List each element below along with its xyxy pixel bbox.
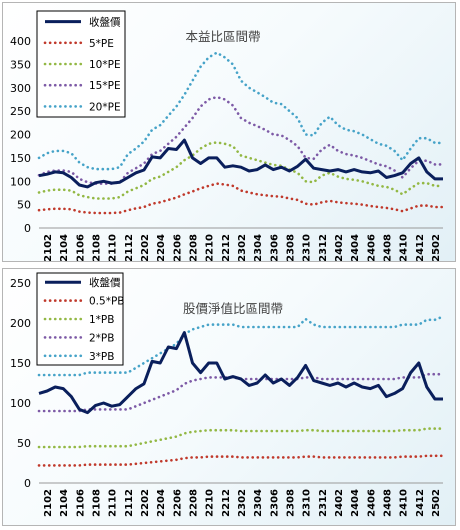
legend: 收盤價 5*PE 10*PE 15*PE 20*PE — [36, 10, 126, 118]
pb-band-chart: 0 50 100 150 200 250 2102 2104 2106 2108 2110 2112 2… — [10, 272, 445, 517]
x-tick-label: 2206 — [172, 234, 183, 261]
x-tick-label: 2312 — [318, 234, 329, 261]
x-tick-label: 2412 — [415, 489, 426, 517]
x-tick-label: 2410 — [399, 489, 410, 517]
x-tick-label: 2112 — [124, 489, 135, 517]
x-tick-label: 2412 — [415, 234, 426, 261]
x-tick-label: 2308 — [285, 234, 296, 261]
x-tick-label: 2402 — [334, 234, 345, 261]
legend-label: 1*PB — [89, 314, 114, 326]
x-tick-label: 2204 — [156, 234, 167, 261]
legend-label: 5*PE — [89, 38, 114, 50]
series-line-1 — [37, 182, 445, 215]
x-tick-label: 2406 — [366, 489, 377, 517]
y-tick-label: 250 — [10, 277, 31, 290]
y-tick-label: 50 — [17, 437, 31, 450]
y-tick-label: 350 — [10, 58, 31, 71]
series-line-2 — [37, 427, 445, 449]
series-line-4 — [37, 315, 445, 377]
series-line-0 — [38, 331, 443, 415]
legend-label: 收盤價 — [89, 16, 121, 29]
x-tick-label: 2210 — [205, 234, 216, 261]
x-tick-label: 2310 — [302, 234, 313, 261]
x-tick-label: 2104 — [59, 234, 70, 261]
pe-band-chart-panel: 0 50 100 150 200 250 300 350 400 2102 2104 2106 2108… — [2, 2, 456, 262]
x-tick-label: 2310 — [302, 489, 313, 517]
x-tick-label: 2112 — [124, 234, 135, 261]
x-tick-label: 2408 — [382, 489, 393, 517]
x-tick-label: 2102 — [43, 234, 54, 261]
y-tick-label: 0 — [24, 222, 31, 235]
series-line-4 — [37, 51, 445, 171]
x-tick-label: 2306 — [269, 234, 280, 261]
y-tick-label: 0 — [24, 477, 31, 490]
x-tick-label: 2402 — [334, 489, 345, 517]
series-line-0 — [38, 138, 443, 189]
x-tick-label: 2212 — [221, 234, 232, 261]
y-tick-label: 200 — [10, 317, 31, 330]
x-tick-label: 2212 — [221, 489, 232, 517]
x-tick-label: 2404 — [350, 489, 361, 517]
chart-title: 股價淨值比區間帶 — [183, 301, 283, 316]
series-line-2 — [37, 141, 445, 200]
x-tick-label: 2304 — [253, 489, 264, 517]
legend-label: 15*PE — [89, 80, 121, 92]
y-tick-label: 150 — [10, 152, 31, 165]
y-tick-label: 100 — [10, 397, 31, 410]
x-tick-label: 2110 — [108, 234, 119, 261]
x-tick-label: 2404 — [350, 234, 361, 261]
y-tick-label: 100 — [10, 175, 31, 188]
x-tick-label: 2202 — [140, 489, 151, 517]
legend-label: 2*PB — [89, 332, 114, 344]
x-tick-label: 2106 — [75, 489, 86, 517]
legend-label: 10*PE — [89, 59, 121, 71]
x-tick-label: 2410 — [399, 234, 410, 261]
y-tick-label: 250 — [10, 105, 31, 118]
x-tick-label: 2304 — [253, 234, 264, 261]
x-tick-label: 2208 — [189, 234, 200, 261]
chart-title: 本益比區間帶 — [185, 29, 260, 44]
y-tick-label: 200 — [10, 129, 31, 142]
x-tick-label: 2502 — [431, 234, 442, 261]
x-tick-label: 2308 — [285, 489, 296, 517]
x-tick-label: 2302 — [237, 489, 248, 517]
series-line-1 — [37, 454, 445, 467]
legend-label: 20*PE — [89, 101, 121, 113]
pe-band-chart: 0 50 100 150 200 250 300 350 400 2102 2104 2106 2108… — [10, 10, 445, 261]
x-tick-label: 2108 — [92, 489, 103, 517]
y-tick-label: 150 — [10, 357, 31, 370]
x-tick-label: 2312 — [318, 489, 329, 517]
x-tick-label: 2306 — [269, 489, 280, 517]
x-tick-label: 2108 — [92, 234, 103, 261]
x-tick-label: 2204 — [156, 489, 167, 517]
legend-label: 0.5*PB — [89, 296, 124, 308]
x-tick-label: 2104 — [59, 489, 70, 517]
x-tick-label: 2406 — [366, 234, 377, 261]
x-tick-label: 2110 — [108, 489, 119, 517]
x-tick-label: 2106 — [75, 234, 86, 261]
series-line-3 — [37, 95, 445, 185]
x-tick-label: 2202 — [140, 234, 151, 261]
x-tick-label: 2302 — [237, 234, 248, 261]
x-tick-label: 2206 — [172, 489, 183, 517]
y-tick-label: 50 — [17, 199, 31, 212]
x-tick-label: 2210 — [205, 489, 216, 517]
legend-label: 3*PB — [89, 351, 114, 363]
legend-label: 收盤價 — [89, 276, 121, 289]
x-tick-label: 2208 — [189, 489, 200, 517]
x-tick-label: 2502 — [431, 489, 442, 517]
y-tick-label: 400 — [10, 35, 31, 48]
x-tick-label: 2408 — [382, 234, 393, 261]
x-tick-label: 2102 — [43, 489, 54, 517]
y-tick-label: 300 — [10, 82, 31, 95]
legend: 收盤價 0.5*PB 1*PB 2*PB 3*PB — [36, 272, 124, 366]
pb-band-chart-panel: 0 50 100 150 200 250 2102 2104 2106 2108 2110 2112 2… — [2, 268, 456, 526]
